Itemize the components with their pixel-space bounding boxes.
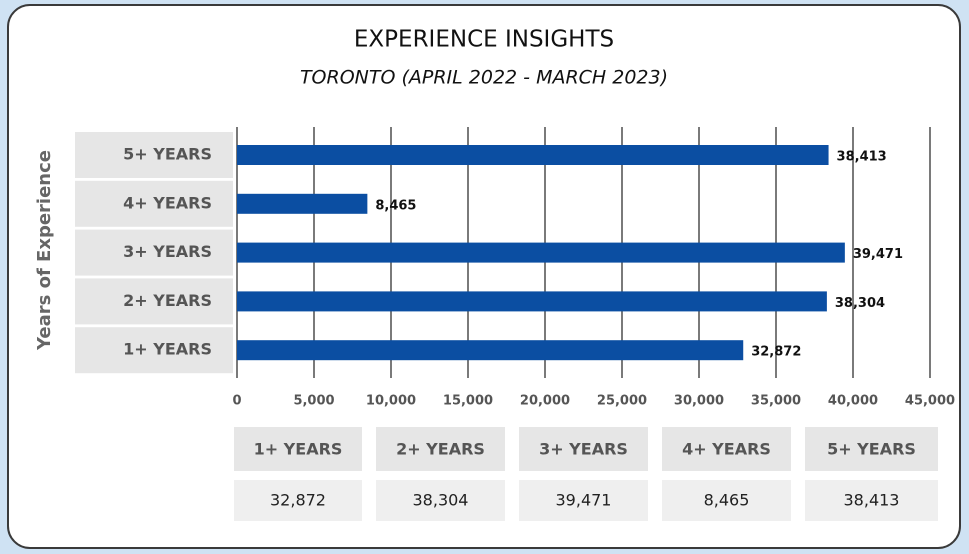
x-tick-label: 25,000 <box>597 394 647 409</box>
table-header-text: 2+ YEARS <box>396 440 485 459</box>
data-label: 39,471 <box>853 247 903 262</box>
chart-subtitle: TORONTO (APRIL 2022 - MARCH 2023) <box>300 67 668 89</box>
table-cell-text: 8,465 <box>704 491 750 510</box>
data-label: 38,413 <box>837 150 887 165</box>
category-box <box>75 180 233 227</box>
data-label: 38,304 <box>835 296 885 311</box>
x-tick-label: 35,000 <box>751 394 801 409</box>
data-label: 8,465 <box>375 198 416 213</box>
table-header-text: 3+ YEARS <box>539 440 628 459</box>
table-cell-text: 38,413 <box>844 491 900 510</box>
category-box <box>75 278 233 325</box>
y-tick-label: 4+ YEARS <box>123 193 212 212</box>
x-tick-label: 10,000 <box>366 394 416 409</box>
table-cell-text: 32,872 <box>270 491 326 510</box>
table-cell <box>805 480 938 521</box>
table-header-cell <box>519 427 648 471</box>
category-box <box>75 132 233 178</box>
table-cell <box>519 480 648 521</box>
x-tick-label: 30,000 <box>674 394 724 409</box>
bar <box>237 291 827 312</box>
table-cell <box>234 480 362 521</box>
table-header-cell <box>234 427 362 471</box>
y-tick-label: 5+ YEARS <box>123 145 212 164</box>
y-tick-label: 1+ YEARS <box>123 340 212 359</box>
data-label: 32,872 <box>751 345 801 360</box>
table-cell <box>376 480 505 521</box>
y-axis-label: Years of Experience <box>34 150 55 351</box>
x-tick-label: 5,000 <box>293 394 334 409</box>
table-cell-text: 39,471 <box>556 491 612 510</box>
table-header-cell <box>662 427 791 471</box>
table-header-text: 4+ YEARS <box>682 440 771 459</box>
card <box>7 4 961 549</box>
bar <box>237 242 845 263</box>
table-header-text: 5+ YEARS <box>827 440 916 459</box>
x-tick-label: 20,000 <box>520 394 570 409</box>
y-tick-label: 3+ YEARS <box>123 242 212 261</box>
table-header-cell <box>805 427 938 471</box>
bar <box>237 193 368 214</box>
table-header-text: 1+ YEARS <box>254 440 343 459</box>
category-box <box>75 327 233 374</box>
chart-title: EXPERIENCE INSIGHTS <box>354 27 614 53</box>
x-tick-label: 40,000 <box>828 394 878 409</box>
table-header-cell <box>376 427 505 471</box>
x-tick-label: 15,000 <box>443 394 493 409</box>
bar <box>237 145 829 165</box>
y-tick-label: 2+ YEARS <box>123 291 212 310</box>
x-tick-label: 0 <box>232 394 241 409</box>
table-cell-text: 38,304 <box>413 491 469 510</box>
x-tick-label: 45,000 <box>905 394 955 409</box>
bar <box>237 340 744 361</box>
table-cell <box>662 480 791 521</box>
category-box <box>75 229 233 276</box>
